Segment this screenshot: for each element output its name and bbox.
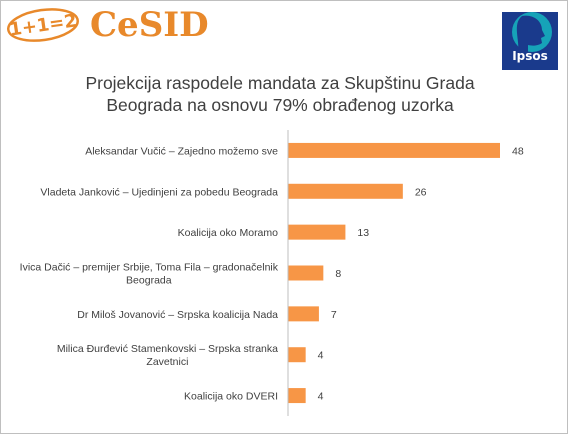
bar-5: [288, 347, 306, 363]
category-label-3-line-1: Beograda: [126, 275, 172, 287]
value-label-2: 13: [357, 227, 369, 239]
category-label-1: Vladeta Janković – Ujedinjeni za pobedu …: [40, 186, 278, 198]
category-label-5-line-1: Zavetnici: [146, 356, 188, 368]
ipsos-logo: Ipsos: [502, 12, 558, 70]
category-label-6: Koalicija oko DVERI: [184, 391, 278, 403]
value-label-1: 26: [415, 186, 427, 198]
value-label-4: 7: [331, 309, 337, 321]
cesid-wordmark: CeSID: [90, 5, 209, 45]
bar-3: [288, 265, 324, 281]
cesid-logo: 1+1=2 CeSID: [6, 8, 209, 42]
ipsos-profile-icon: [512, 12, 552, 52]
chart-title-line-2: Beograda na osnovu 79% obrađenog uzorka: [106, 95, 454, 115]
value-label-3: 8: [335, 268, 341, 280]
category-label-3-line-0: Ivica Dačić – premijer Srbije, Toma Fila…: [20, 262, 279, 274]
category-label-5-line-0: Milica Đurđević Stamenkovski – Srpska st…: [57, 343, 278, 355]
bar-0: [288, 142, 500, 158]
category-label-4: Dr Miloš Jovanović – Srpska koalicija Na…: [77, 309, 278, 321]
category-label-3: Ivica Dačić – premijer Srbije, Toma Fila…: [20, 262, 279, 287]
value-label-0: 48: [512, 145, 524, 157]
ipsos-wordmark: Ipsos: [512, 49, 548, 63]
bar-4: [288, 306, 319, 322]
bar-2: [288, 224, 346, 240]
category-label-0: Aleksandar Vučić – Zajedno možemo sve: [85, 145, 278, 157]
chart-title-line-1: Projekcija raspodele mandata za Skupštin…: [85, 73, 475, 93]
category-label-2: Koalicija oko Moramo: [178, 227, 279, 239]
bar-6: [288, 388, 306, 404]
value-label-5: 4: [318, 350, 324, 362]
equation-badge-icon: 1+1=2: [4, 3, 82, 47]
chart-title: Projekcija raspodele mandata za Skupštin…: [60, 72, 500, 116]
category-label-5: Milica Đurđević Stamenkovski – Srpska st…: [57, 343, 278, 368]
value-label-6: 4: [318, 391, 324, 403]
bar-1: [288, 183, 403, 199]
